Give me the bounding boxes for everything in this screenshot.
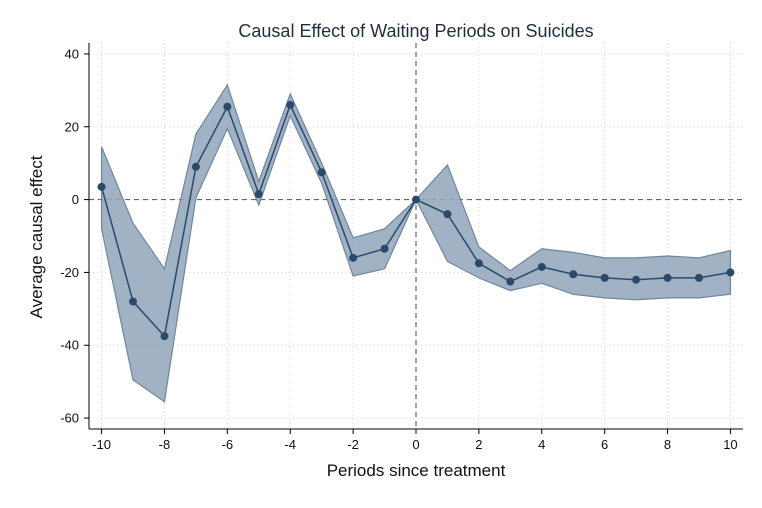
data-point <box>317 168 326 177</box>
x-tick-label: -10 <box>92 437 111 452</box>
data-point <box>380 244 389 253</box>
x-tick-label: 4 <box>538 437 545 452</box>
y-tick-label: -60 <box>60 411 79 426</box>
data-point <box>537 262 546 271</box>
data-point <box>443 210 452 219</box>
data-point <box>600 273 609 282</box>
x-axis-ticks: -10 -8 -6 -4 -2 0 2 4 6 8 10 <box>92 429 738 452</box>
data-point <box>569 270 578 279</box>
data-point <box>663 273 672 282</box>
x-axis-label: Periods since treatment <box>327 461 506 480</box>
data-point <box>474 259 483 268</box>
x-tick-label: 10 <box>723 437 737 452</box>
data-point <box>412 195 420 204</box>
x-tick-label: -8 <box>159 437 171 452</box>
y-axis-label: Average causal effect <box>27 155 46 318</box>
series-points <box>97 100 735 341</box>
x-tick-label: 2 <box>475 437 482 452</box>
confidence-band-area <box>100 83 732 403</box>
x-tick-label: -6 <box>222 437 234 452</box>
data-point <box>506 277 515 286</box>
y-tick-label: 20 <box>65 119 79 134</box>
y-tick-label: -20 <box>60 265 79 280</box>
x-tick-label: -4 <box>284 437 296 452</box>
data-point <box>254 190 263 199</box>
confidence-band <box>100 83 732 403</box>
data-point <box>694 273 703 282</box>
y-tick-label: 40 <box>65 46 79 61</box>
data-point <box>349 253 358 262</box>
data-point <box>223 102 232 111</box>
data-point <box>160 332 169 341</box>
data-point <box>191 162 200 171</box>
x-tick-label: 8 <box>664 437 671 452</box>
y-tick-label: -40 <box>60 338 79 353</box>
x-tick-label: 0 <box>412 437 419 452</box>
x-tick-label: 6 <box>601 437 608 452</box>
chart-title: Causal Effect of Waiting Periods on Suic… <box>238 21 593 41</box>
x-tick-label: -2 <box>347 437 359 452</box>
data-point <box>632 275 641 284</box>
y-tick-label: 0 <box>72 192 79 207</box>
data-point <box>97 182 106 191</box>
data-point <box>726 268 735 277</box>
y-axis-ticks: 40 20 0 -20 -40 -60 <box>60 46 89 426</box>
data-point <box>129 297 138 306</box>
data-point <box>286 100 295 109</box>
